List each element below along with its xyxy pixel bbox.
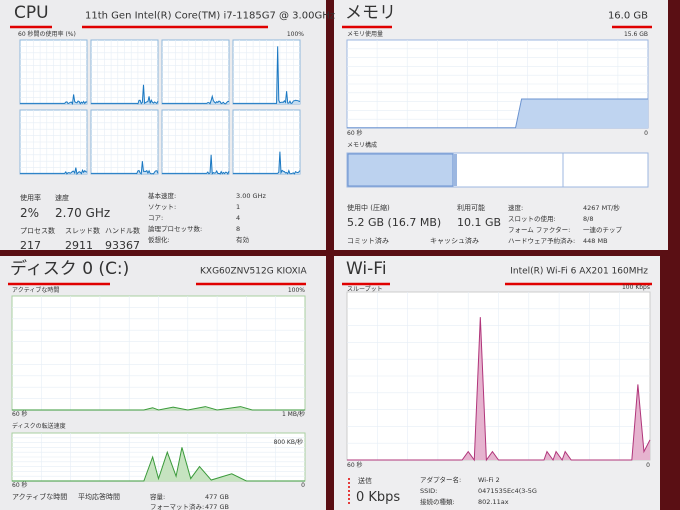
stat-value: 2911 <box>65 239 93 252</box>
device-model: KXG60ZNV512G KIOXIA <box>200 267 307 277</box>
graph-line <box>233 46 301 105</box>
stat-value: 2.70 GHz <box>55 206 110 220</box>
stat-label: 利用可能 <box>457 203 485 212</box>
stat-label: 使用率 <box>20 193 41 202</box>
detail-value: 4267 MT/秒 <box>583 203 620 212</box>
time-label: 60 秒 <box>347 129 363 137</box>
stat-label: スレッド数 <box>65 226 100 235</box>
stat-label: コミット済み <box>347 236 389 245</box>
detail-label: 仮想化: <box>148 235 170 244</box>
stat-value: 217 <box>20 239 41 252</box>
graph-line <box>20 94 88 106</box>
panel-title: ディスク 0 (C:) <box>10 258 129 279</box>
stat-value: 10.1 GB <box>457 216 501 229</box>
device-model: Intel(R) Wi-Fi 6 AX201 160MHz <box>510 267 648 277</box>
graph-max: 100% <box>288 287 305 294</box>
graph-line <box>347 98 648 129</box>
zero-label: 0 <box>644 130 648 137</box>
detail-label: ハードウェア予約済み: <box>508 236 575 245</box>
graph-line <box>12 447 305 482</box>
graph-label: アクティブな時間 <box>12 286 59 294</box>
graph-max: 100 Kbps <box>622 284 650 291</box>
graph-line <box>162 154 230 176</box>
detail-value: 448 MB <box>583 237 608 245</box>
device-model: 11th Gen Intel(R) Core(TM) i7-1185G7 @ 3… <box>85 10 335 21</box>
stat-label: ハンドル数 <box>105 226 140 235</box>
detail-value: 8/8 <box>583 215 593 223</box>
detail-value: 4 <box>236 214 240 222</box>
detail-value: Wi-Fi 2 <box>478 476 500 484</box>
detail-label: 接続の種類: <box>420 497 455 506</box>
detail-value: 8 <box>236 225 240 233</box>
detail-label: 容量: <box>150 492 165 501</box>
graph-line <box>233 151 301 175</box>
composition-modified <box>453 154 457 186</box>
stat-value: 93367 <box>105 239 140 252</box>
detail-label: アダプター名: <box>420 475 461 484</box>
graph-line <box>20 167 88 176</box>
zero-label: 0 <box>301 482 305 489</box>
panel-title: メモリ <box>345 3 396 23</box>
detail-value: 有効 <box>236 235 250 244</box>
detail-value: 477 GB <box>205 503 229 510</box>
stat-label: 使用中 (圧縮) <box>347 203 390 212</box>
stat-value: 0 Kbps <box>356 490 400 505</box>
detail-label: フォーマット済み: <box>150 502 204 510</box>
detail-value: 3.00 GHz <box>236 192 266 200</box>
graph-line <box>91 84 159 105</box>
memory-total: 16.0 GB <box>608 10 648 21</box>
detail-value: 0471535Ec4(3-5G <box>478 487 537 495</box>
stat-label: 送信 <box>358 476 372 485</box>
graph-max: 15.6 GB <box>624 31 648 38</box>
graph-line <box>347 317 651 462</box>
graph-line <box>12 406 305 411</box>
graph-max: 100% <box>287 31 304 38</box>
stat-label: 速度 <box>55 193 69 202</box>
graph-area <box>20 94 87 104</box>
graph-label: 60 秒間の使用率 (%) <box>18 30 76 38</box>
graph-area <box>91 84 158 104</box>
detail-label: ソケット: <box>148 203 176 211</box>
graph-line <box>162 94 230 105</box>
detail-label: フォーム ファクター: <box>508 225 570 234</box>
stat-label: 平均応答時間 <box>78 492 120 501</box>
rate-mid: 800 KB/秒 <box>274 438 303 446</box>
detail-label: コア: <box>148 214 163 222</box>
time-label: 60 秒 <box>12 481 28 489</box>
graph-label: ディスクの転送速度 <box>12 422 66 430</box>
detail-label: 速度: <box>508 203 523 212</box>
section-label: メモリ構成 <box>347 141 377 149</box>
panel-title: Wi-Fi <box>346 259 387 279</box>
stat-label: アクティブな時間 <box>12 492 67 501</box>
time-label: 60 秒 <box>347 461 363 469</box>
graph-area <box>12 406 305 410</box>
graph-line <box>91 161 159 175</box>
time-label: 60 秒 <box>12 410 28 418</box>
stat-value: 5.2 GB (16.7 MB) <box>347 216 441 229</box>
stat-label: キャッシュ済み <box>430 236 479 245</box>
zero-label: 0 <box>646 462 650 469</box>
detail-label: SSID: <box>420 487 437 495</box>
detail-value: 一連のチップ <box>583 225 623 234</box>
graph-label: スループット <box>347 286 383 293</box>
composition-used <box>347 153 454 187</box>
detail-label: 論理プロセッサ数: <box>148 224 202 233</box>
stat-label: プロセス数 <box>20 226 55 235</box>
stat-value: 2% <box>20 206 39 220</box>
detail-value: 1 <box>236 203 240 211</box>
detail-label: 基本速度: <box>148 191 176 200</box>
rate-max: 1 MB/秒 <box>282 410 305 418</box>
detail-value: 802.11ax <box>478 498 509 506</box>
detail-label: スロットの使用: <box>508 214 556 223</box>
graph-label: メモリ使用量 <box>347 30 383 38</box>
panel-title: CPU <box>14 3 49 23</box>
detail-value: 477 GB <box>205 493 229 501</box>
graph-area <box>347 98 648 128</box>
